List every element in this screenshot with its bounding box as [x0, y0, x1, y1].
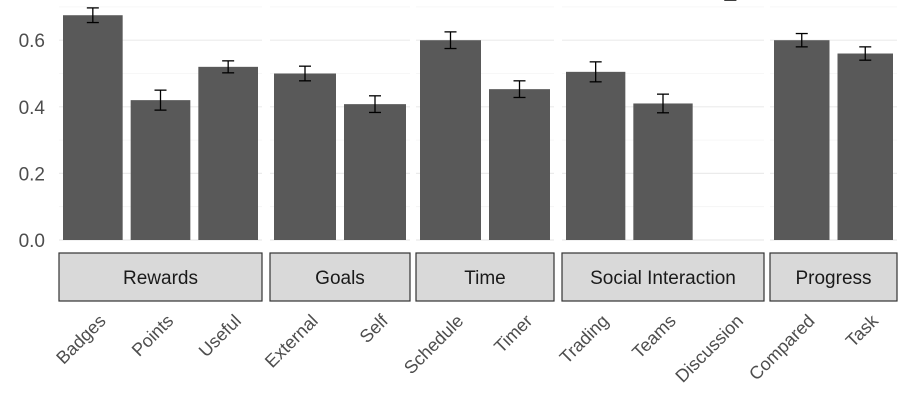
x-tick-label-teams: Teams — [628, 311, 680, 363]
x-tick-label-badges: Badges — [52, 311, 109, 368]
y-tick-label: 0.2 — [19, 164, 45, 185]
facet-strip-label: Social Interaction — [590, 268, 736, 289]
x-tick-label-task: Task — [842, 310, 883, 351]
facet-strips: Rewards Goals Time Social Interaction Progre… — [58, 252, 898, 302]
x-tick-label-compared: Compared — [745, 311, 819, 385]
facet-strip — [561, 252, 765, 302]
bar-task — [837, 53, 893, 240]
bar-trading — [566, 71, 626, 241]
bars — [63, 15, 893, 241]
x-tick-label-trading: Trading — [556, 311, 613, 368]
facet-strip-label: Rewards — [123, 268, 198, 289]
x-axis-labels: Badges Points Useful External Self Schedule Ti… — [52, 310, 882, 386]
x-tick-label-schedule: Schedule — [400, 311, 467, 378]
bar-external — [274, 73, 336, 240]
bar-useful — [198, 66, 258, 240]
y-tick-label: 0.0 — [19, 231, 45, 252]
facet-strip-label: Time — [464, 268, 506, 289]
bar-timer — [489, 89, 550, 240]
facet-strip-label: Progress — [795, 268, 871, 289]
x-tick-label-self: Self — [356, 310, 393, 347]
facet-strip — [415, 252, 555, 302]
y-tick-label: 0.4 — [19, 98, 46, 119]
bar-badges — [63, 15, 123, 240]
bar-schedule — [420, 40, 481, 241]
facet-strip — [769, 252, 898, 302]
bar-self — [344, 104, 406, 240]
bar-teams — [633, 103, 693, 240]
error-bars — [86, 0, 872, 114]
y-tick-label: 0.6 — [19, 31, 45, 52]
bar-compared — [774, 40, 830, 241]
facet-strip-label: Goals — [315, 268, 365, 289]
x-tick-label-points: Points — [128, 311, 178, 361]
x-tick-label-discussion: Discussion — [671, 311, 747, 387]
bar-points — [130, 100, 191, 240]
y-axis: 0.0 0.2 0.4 0.6 — [19, 31, 46, 252]
x-tick-label-external: External — [261, 311, 322, 372]
facet-strip — [269, 252, 411, 302]
x-tick-label-timer: Timer — [490, 311, 536, 357]
x-tick-label-useful: Useful — [195, 311, 245, 361]
facet-strip — [58, 252, 263, 302]
